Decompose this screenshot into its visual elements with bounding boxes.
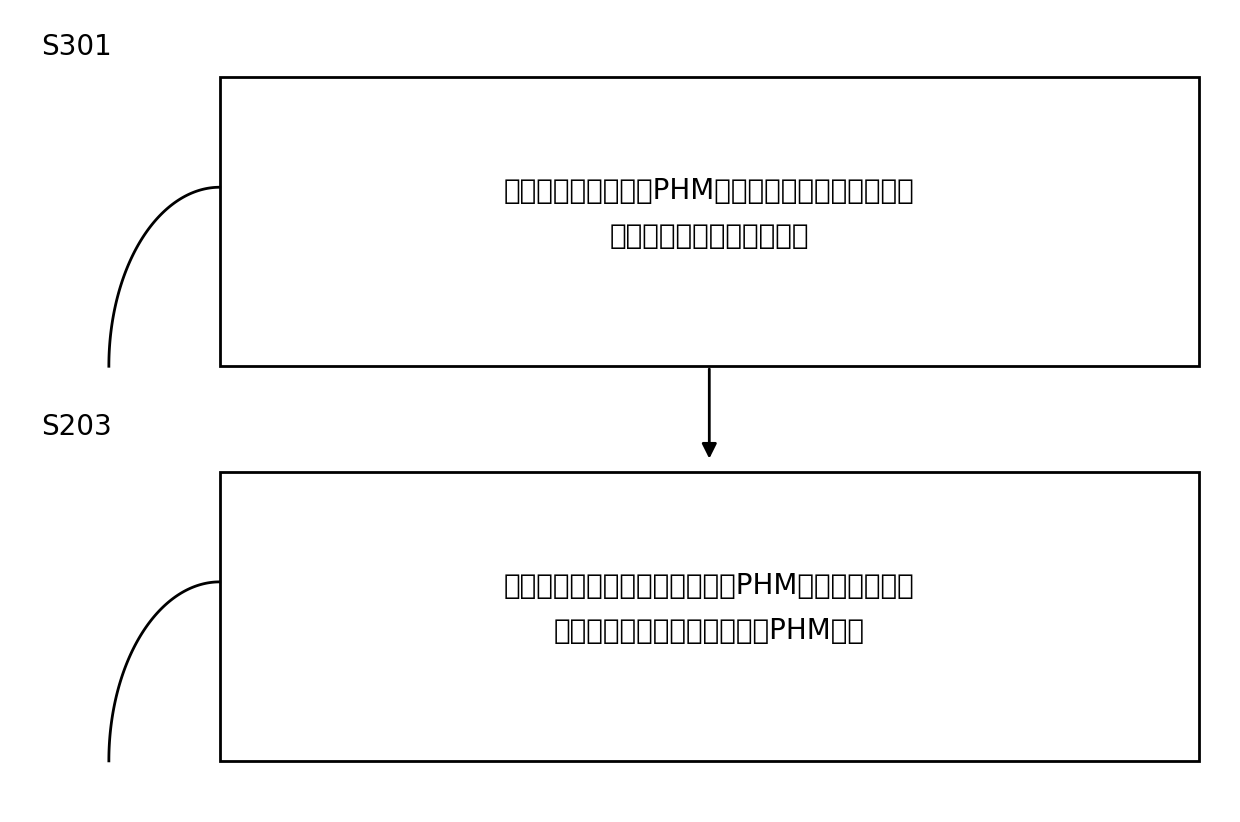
Text: 筛选出的环境协变量共同作用的PHM模型的似然函数
进行似然比检验以得到最优的PHM模型: 筛选出的环境协变量共同作用的PHM模型的似然函数 进行似然比检验以得到最优的PH… [503,571,915,645]
Text: S203: S203 [41,413,112,441]
Text: S301: S301 [41,33,112,61]
Bar [219,472,1199,761]
Bar [219,77,1199,367]
Text: 对单个环境协变量的PHM模型的似然函数进行似然比
分析以初步筛选环境协变量: 对单个环境协变量的PHM模型的似然函数进行似然比 分析以初步筛选环境协变量 [503,177,915,251]
